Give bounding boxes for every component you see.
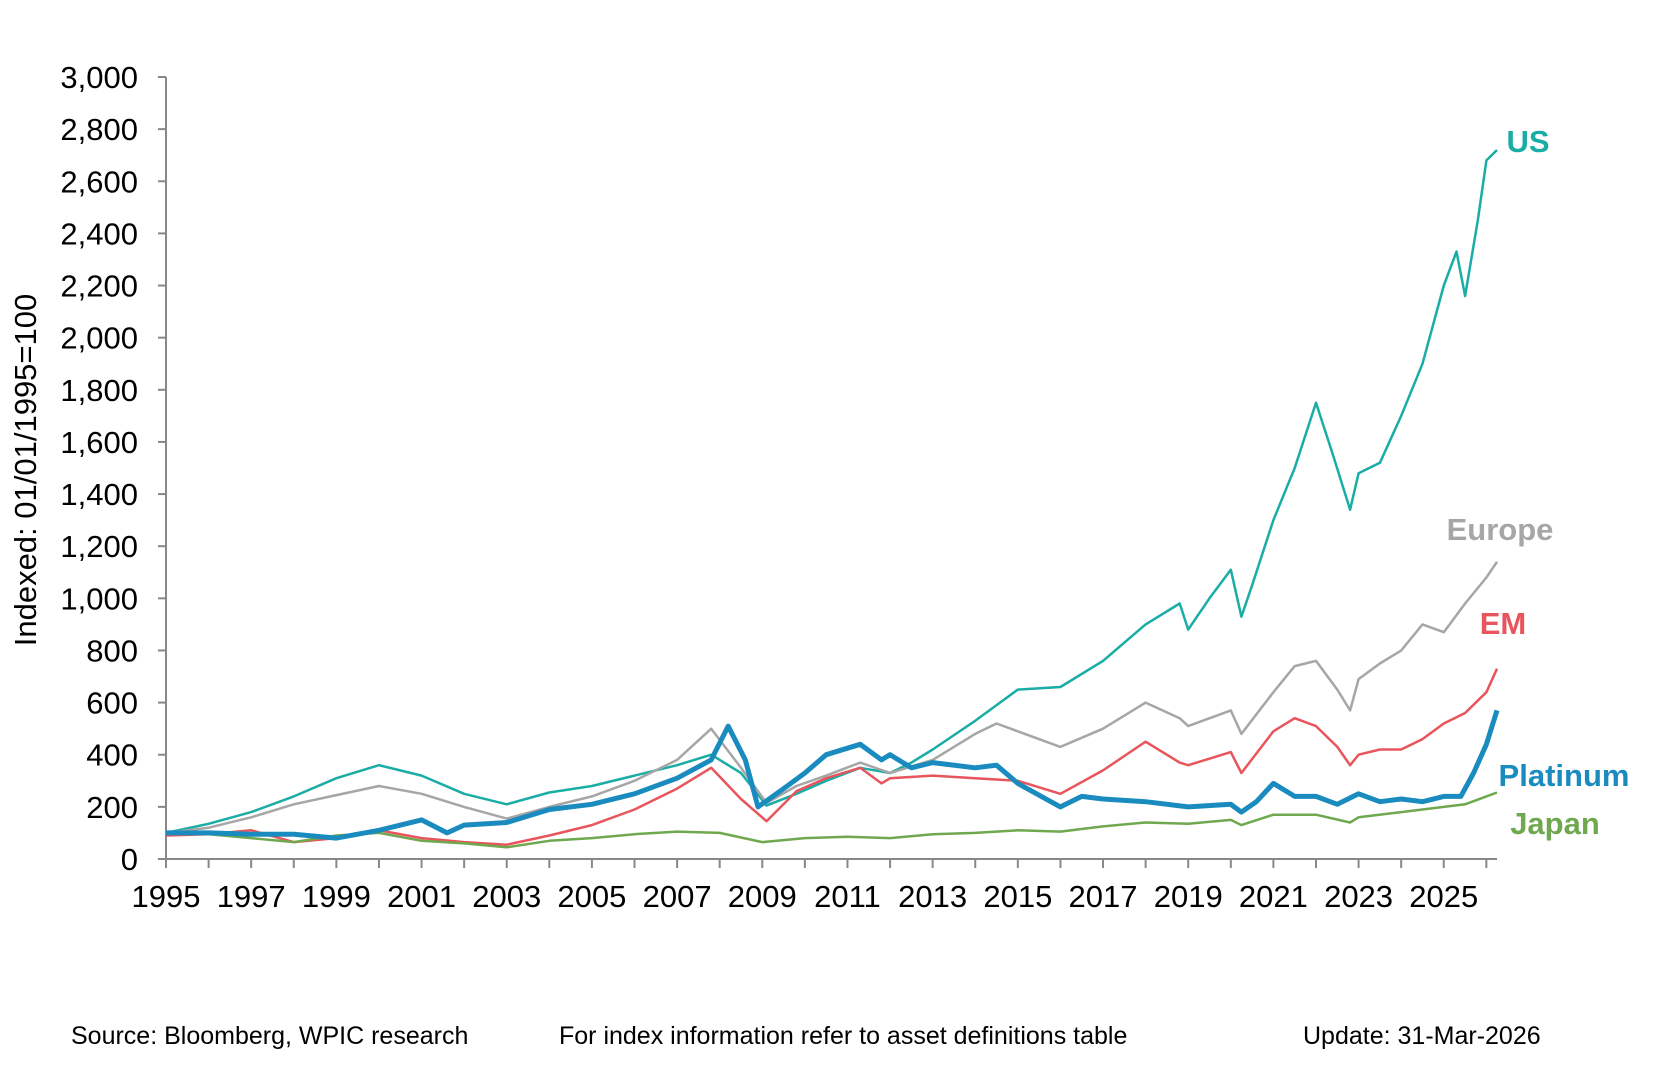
series-line-platinum [166,709,1500,841]
series-label-japan: Japan [1510,806,1600,841]
x-tick-label: 1999 [302,879,371,914]
y-tick-label: 1,600 [60,425,138,460]
y-tick-label: 2,600 [60,164,138,199]
y-tick-label: 1,400 [60,477,138,512]
y-tick-label: 400 [86,738,138,773]
y-tick-label: 2,200 [60,269,138,304]
y-tick-label: 800 [86,633,138,668]
series-line-europe [165,561,1499,835]
x-tick-label: 1997 [217,879,286,914]
y-tick-label: 1,200 [60,529,138,564]
series-group [165,149,1500,849]
y-axis-ticks: 0 200 400 600 800 1,000 1,200 1,400 1,600 1,800 2,… [60,60,166,877]
y-tick-label: 0 [121,842,138,877]
update-date: Update: 31-Mar-2026 [1303,1022,1541,1050]
series-label-platinum: Platinum [1499,758,1630,793]
y-tick-label: 3,000 [60,60,138,95]
x-tick-label: 2001 [387,879,456,914]
series-label-us: US [1506,124,1549,159]
x-tick-label: 2009 [728,879,797,914]
y-axis-label: Indexed: 01/01/1995=100 [8,294,43,647]
y-tick-label: 2,000 [60,321,138,356]
x-tick-label: 2005 [557,879,626,914]
y-tick-label: 200 [86,790,138,825]
series-label-em: EM [1480,606,1527,641]
x-tick-label: 2025 [1409,879,1478,914]
index-info-note: For index information refer to asset def… [559,1022,1128,1050]
x-tick-label: 2013 [898,879,967,914]
y-tick-label: 2,400 [60,216,138,251]
y-tick-label: 600 [86,686,138,721]
series-line-em [165,668,1499,846]
x-tick-label: 2023 [1324,879,1393,914]
x-tick-label: 2015 [983,879,1052,914]
x-tick-label: 2003 [472,879,541,914]
line-chart: 0 200 400 600 800 1,000 1,200 1,400 1,600 1,800 2,… [8,60,1630,914]
source-note: Source: Bloomberg, WPIC research [71,1022,469,1050]
x-tick-label: 2017 [1069,879,1138,914]
series-line-japan [165,791,1498,849]
x-tick-label: 2007 [643,879,712,914]
y-tick-label: 1,000 [60,581,138,616]
x-tick-label: 1995 [132,879,201,914]
y-tick-label: 2,800 [60,112,138,147]
x-axis-ticks: 1995 1997 1999 2001 2003 2005 2007 2009 2011 2013… [132,859,1488,914]
series-label-europe: Europe [1447,512,1554,547]
x-tick-label: 2011 [814,879,881,914]
x-tick-label: 2019 [1154,879,1223,914]
series-line-us [165,149,1498,835]
x-tick-label: 2021 [1239,879,1308,914]
y-tick-label: 1,800 [60,373,138,408]
